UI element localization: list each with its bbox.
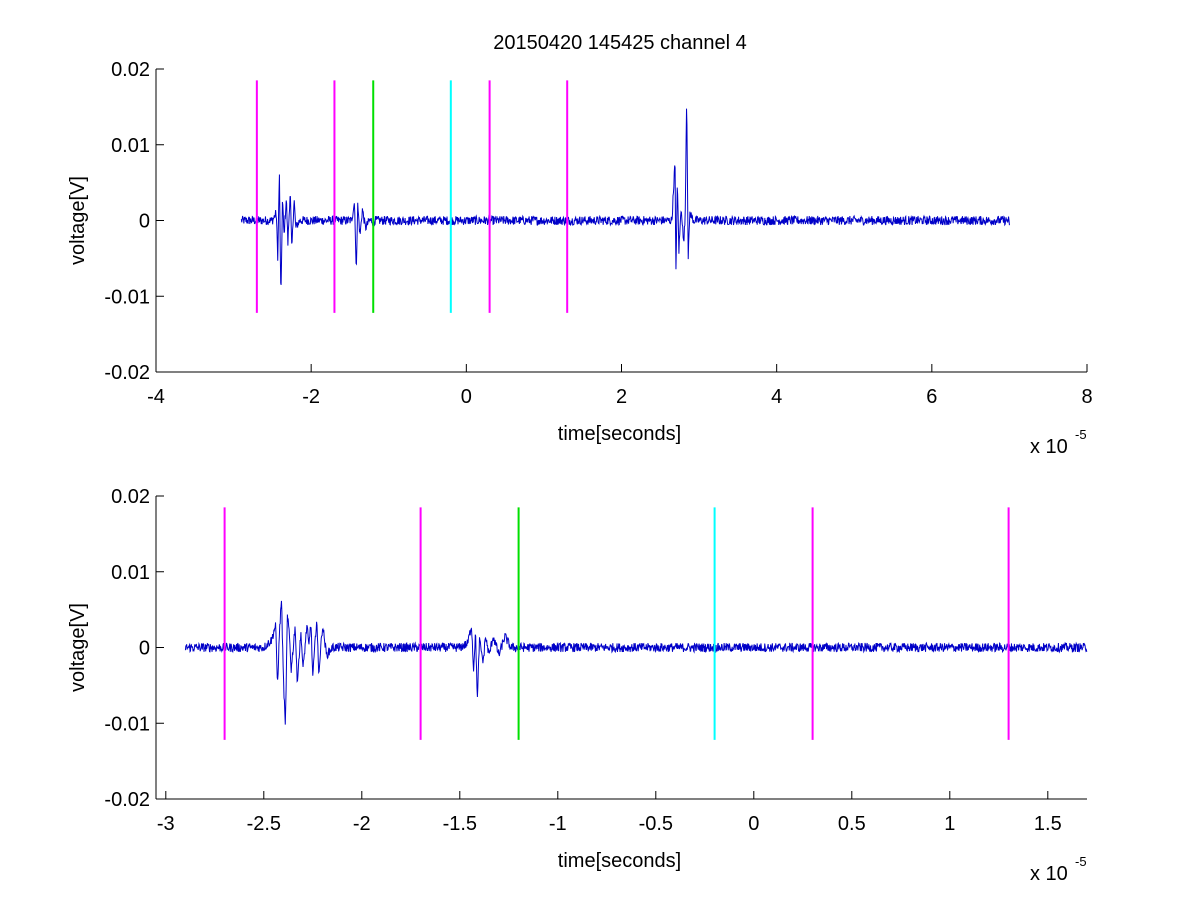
y-tick-label: 0.01 [111,562,150,584]
x-tick-label: 4 [771,386,782,408]
x-exponent-label: x 10 [1030,863,1068,885]
y-tick-label: 0.02 [111,59,150,81]
x-tick-label: -2 [302,386,320,408]
signal-trace [240,108,1010,285]
x-tick-label: -0.5 [639,813,673,835]
x-tick-label: 1.5 [1034,813,1062,835]
figure-title: 20150420 145425 channel 4 [493,32,747,54]
x-tick-label: -4 [147,386,165,408]
x-axis-label: time[seconds] [558,423,681,445]
x-tick-label: -3 [157,813,175,835]
x-tick-label: 8 [1081,386,1092,408]
x-tick-label: 6 [926,386,937,408]
signal-trace [184,600,1088,725]
y-tick-label: -0.01 [104,713,150,735]
top-plot: 0.02 0.01 0 -0.01 -0.02-4 -2 0 2 4 6 8 time[seconds… [67,59,1093,458]
x-exponent-power: -5 [1075,854,1087,869]
y-tick-label: 0.01 [111,135,150,157]
x-axis-label: time[seconds] [558,850,681,872]
x-tick-label: -2.5 [247,813,281,835]
y-tick-label: 0 [139,638,150,660]
x-tick-label: 0 [461,386,472,408]
x-exponent-label: x 10 [1030,436,1068,458]
x-tick-label: -1.5 [443,813,477,835]
y-tick-label: 0 [139,211,150,233]
x-tick-label: 0 [748,813,759,835]
y-axis-label: voltage[V] [67,176,89,265]
y-tick-label: 0.02 [111,486,150,508]
y-tick-label: -0.02 [104,362,150,384]
x-tick-label: 1 [944,813,955,835]
x-tick-label: 0.5 [838,813,866,835]
y-tick-label: -0.01 [104,286,150,308]
x-tick-label: 2 [616,386,627,408]
y-axis-label: voltage[V] [67,603,89,692]
y-tick-label: -0.02 [104,789,150,811]
x-tick-label: -2 [353,813,371,835]
x-exponent-power: -5 [1075,427,1087,442]
x-tick-label: -1 [549,813,567,835]
bottom-plot: 0.02 0.01 0 -0.01 -0.02 -3 -2.5 -2 -1.5 -1 -0.5 0 0.… [67,486,1088,885]
